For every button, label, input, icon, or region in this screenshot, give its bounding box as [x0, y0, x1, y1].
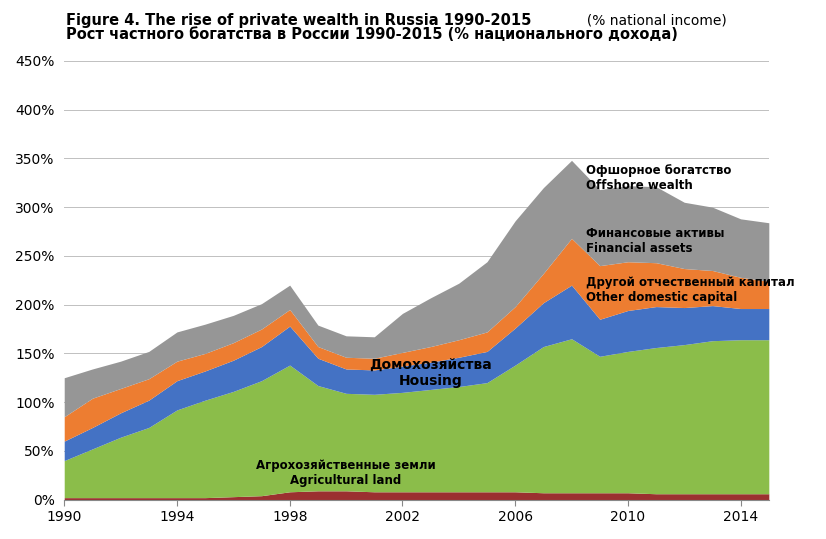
Text: Другой отчественный капитал
Other domestic capital: Другой отчественный капитал Other domest…: [586, 276, 795, 304]
Text: Агрохозяйственные земли
Agricultural land: Агрохозяйственные земли Agricultural lan…: [256, 459, 436, 487]
Text: Figure 4. The rise of private wealth in Russia 1990-2015: Figure 4. The rise of private wealth in …: [66, 13, 531, 29]
Text: Домохозяйства
Housing: Домохозяйства Housing: [369, 358, 492, 388]
Text: (% national income): (% national income): [578, 13, 727, 27]
Text: Рост частного богатства в России 1990-2015 (% национального дохода): Рост частного богатства в России 1990-20…: [66, 27, 678, 42]
Text: Финансовые активы
Financial assets: Финансовые активы Financial assets: [586, 227, 724, 255]
Text: Офшорное богатство
Offshore wealth: Офшорное богатство Offshore wealth: [586, 164, 731, 192]
